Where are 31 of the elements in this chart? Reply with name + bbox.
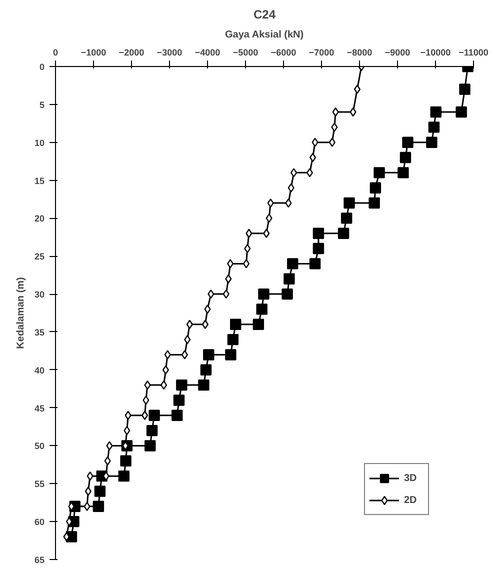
y-tick-label: 45: [34, 403, 45, 414]
x-tick-label: −6000: [270, 48, 296, 58]
x-tick-label: −4000: [194, 48, 220, 58]
chart-title: C24: [253, 8, 276, 22]
y-tick-label: 30: [34, 290, 45, 300]
legend-label: 3D: [404, 472, 418, 484]
y-tick-label: 55: [34, 479, 45, 490]
y-tick-label: 40: [34, 365, 45, 376]
x-tick-label: −9000: [384, 48, 410, 58]
x-tick-label: −10000: [420, 48, 451, 58]
x-axis-title: Gaya Aksial (kN): [225, 30, 304, 40]
y-tick-label: 5: [39, 100, 45, 110]
y-tick-label: 0: [39, 62, 45, 72]
x-tick-label: −3000: [156, 48, 182, 58]
y-axis-title: Kedalaman (m): [15, 277, 26, 349]
y-tick-label: 65: [34, 555, 45, 565]
x-tick-label: −7000: [308, 48, 334, 58]
x-tick-label: −11000: [458, 48, 488, 58]
y-tick-label: 10: [34, 138, 45, 148]
x-tick-label: −5000: [232, 48, 258, 58]
x-tick-label: −2000: [118, 48, 144, 58]
x-tick-label: 0: [52, 48, 58, 58]
y-tick-label: 35: [34, 327, 45, 338]
y-tick-label: 15: [34, 176, 45, 186]
y-tick-label: 60: [34, 517, 45, 528]
x-tick-label: −8000: [346, 48, 372, 58]
legend-label: 2D: [404, 494, 418, 506]
y-tick-label: 25: [34, 252, 45, 262]
x-tick-label: −1000: [80, 48, 106, 58]
y-tick-label: 20: [34, 214, 45, 224]
y-tick-label: 50: [34, 441, 45, 452]
